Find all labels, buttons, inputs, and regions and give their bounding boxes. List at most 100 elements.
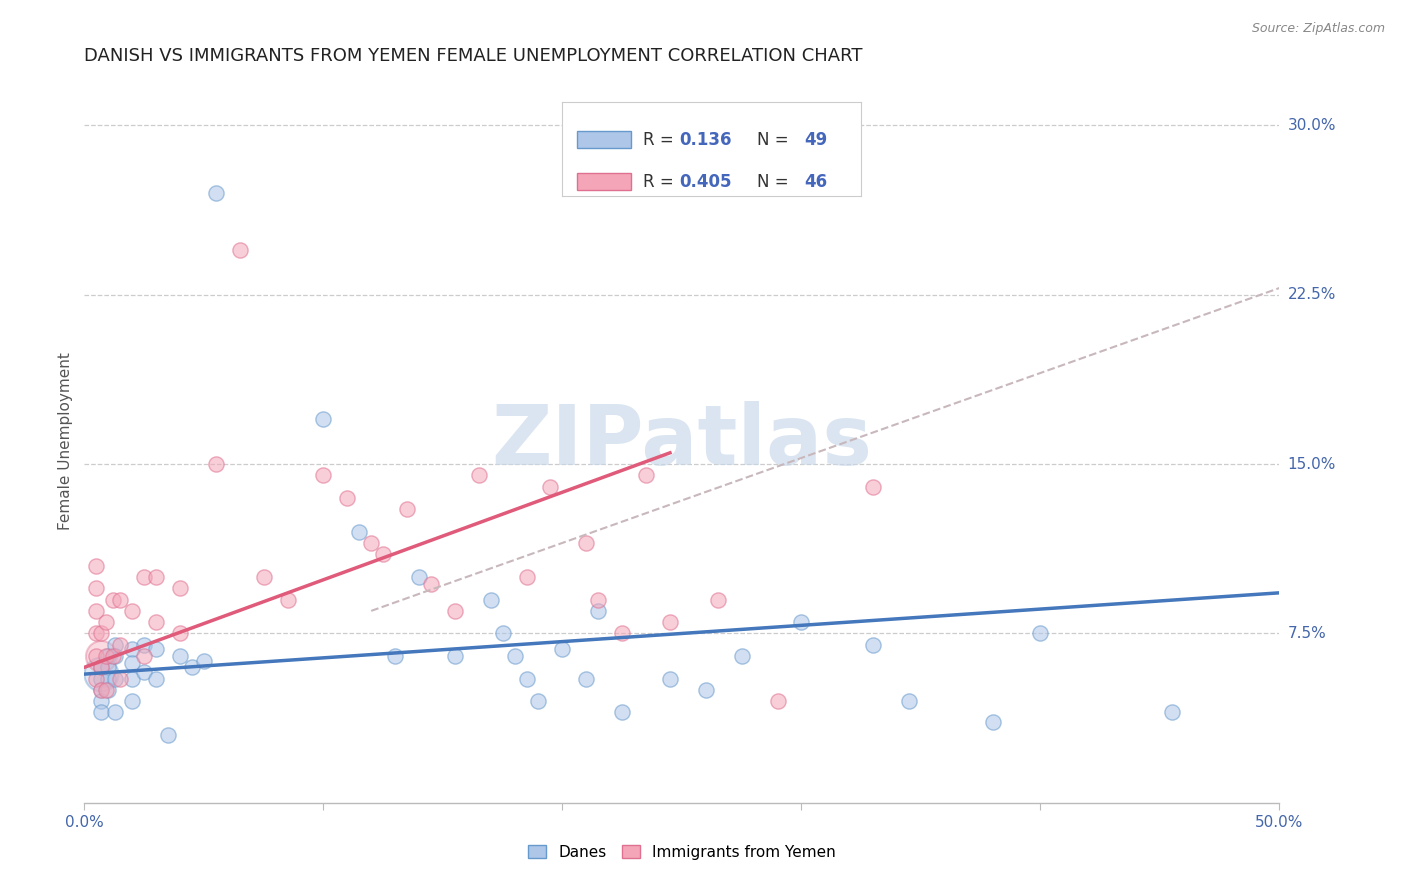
- Point: [97, 648, 120, 663]
- Text: 7.5%: 7.5%: [1288, 626, 1326, 641]
- Point: [384, 648, 406, 663]
- Point: [396, 502, 419, 516]
- Point: [312, 412, 335, 426]
- Point: [444, 648, 467, 663]
- Point: [110, 672, 132, 686]
- Point: [97, 672, 120, 686]
- Point: [121, 656, 143, 670]
- Point: [90, 648, 112, 663]
- Point: [169, 626, 191, 640]
- Point: [169, 648, 191, 663]
- Point: [790, 615, 813, 630]
- Point: [86, 582, 108, 596]
- Point: [86, 626, 108, 640]
- Point: [90, 706, 112, 720]
- Point: [101, 648, 124, 663]
- Point: [104, 672, 127, 686]
- Point: [121, 604, 143, 618]
- Text: DANISH VS IMMIGRANTS FROM YEMEN FEMALE UNEMPLOYMENT CORRELATION CHART: DANISH VS IMMIGRANTS FROM YEMEN FEMALE U…: [84, 47, 863, 65]
- Point: [121, 642, 143, 657]
- Point: [121, 672, 143, 686]
- Point: [86, 604, 108, 618]
- Point: [132, 638, 156, 652]
- Point: [503, 648, 526, 663]
- Legend: Danes, Immigrants from Yemen: Danes, Immigrants from Yemen: [520, 837, 844, 867]
- Point: [336, 491, 359, 505]
- Point: [862, 638, 884, 652]
- Point: [90, 660, 112, 674]
- Point: [169, 582, 191, 596]
- Point: [312, 468, 335, 483]
- Point: [90, 667, 112, 681]
- Point: [492, 626, 515, 640]
- Point: [97, 660, 120, 674]
- Point: [420, 576, 443, 591]
- Point: [731, 648, 754, 663]
- Point: [205, 457, 228, 471]
- Point: [540, 480, 562, 494]
- Point: [588, 604, 610, 618]
- Point: [636, 468, 658, 483]
- Point: [898, 694, 921, 708]
- Point: [90, 660, 112, 674]
- Point: [516, 672, 538, 686]
- Text: Source: ZipAtlas.com: Source: ZipAtlas.com: [1251, 22, 1385, 36]
- Point: [90, 694, 112, 708]
- Point: [766, 694, 789, 708]
- Point: [707, 592, 730, 607]
- Point: [132, 570, 156, 584]
- Point: [132, 648, 156, 663]
- Point: [181, 660, 204, 674]
- Point: [86, 648, 108, 663]
- Point: [1029, 626, 1052, 640]
- Point: [86, 558, 108, 573]
- Point: [612, 626, 634, 640]
- Text: 22.5%: 22.5%: [1288, 287, 1336, 302]
- Point: [468, 468, 491, 483]
- Point: [145, 570, 167, 584]
- Point: [588, 592, 610, 607]
- Point: [253, 570, 276, 584]
- Point: [981, 714, 1004, 729]
- Point: [145, 615, 167, 630]
- Point: [101, 592, 124, 607]
- Point: [110, 592, 132, 607]
- Text: 15.0%: 15.0%: [1288, 457, 1336, 472]
- Point: [516, 570, 538, 584]
- Point: [104, 648, 127, 663]
- Point: [94, 682, 117, 697]
- Point: [90, 682, 112, 697]
- Point: [145, 672, 167, 686]
- Point: [659, 672, 682, 686]
- Point: [193, 654, 215, 668]
- Point: [575, 672, 598, 686]
- Point: [121, 694, 143, 708]
- Point: [695, 682, 717, 697]
- Point: [110, 638, 132, 652]
- Point: [551, 642, 574, 657]
- Point: [157, 728, 180, 742]
- Point: [90, 626, 112, 640]
- Point: [408, 570, 430, 584]
- Point: [205, 186, 228, 201]
- Point: [349, 524, 371, 539]
- Point: [277, 592, 299, 607]
- Point: [104, 638, 127, 652]
- Point: [373, 548, 395, 562]
- Point: [862, 480, 884, 494]
- Point: [145, 642, 167, 657]
- Point: [97, 682, 120, 697]
- Point: [104, 706, 127, 720]
- Point: [132, 665, 156, 679]
- Point: [479, 592, 502, 607]
- Point: [575, 536, 598, 550]
- Point: [444, 604, 467, 618]
- Point: [360, 536, 382, 550]
- Point: [90, 672, 112, 686]
- Point: [229, 243, 252, 257]
- Point: [90, 682, 112, 697]
- Point: [612, 706, 634, 720]
- Text: 30.0%: 30.0%: [1288, 118, 1336, 133]
- Point: [1161, 706, 1184, 720]
- Text: ZIPatlas: ZIPatlas: [492, 401, 872, 482]
